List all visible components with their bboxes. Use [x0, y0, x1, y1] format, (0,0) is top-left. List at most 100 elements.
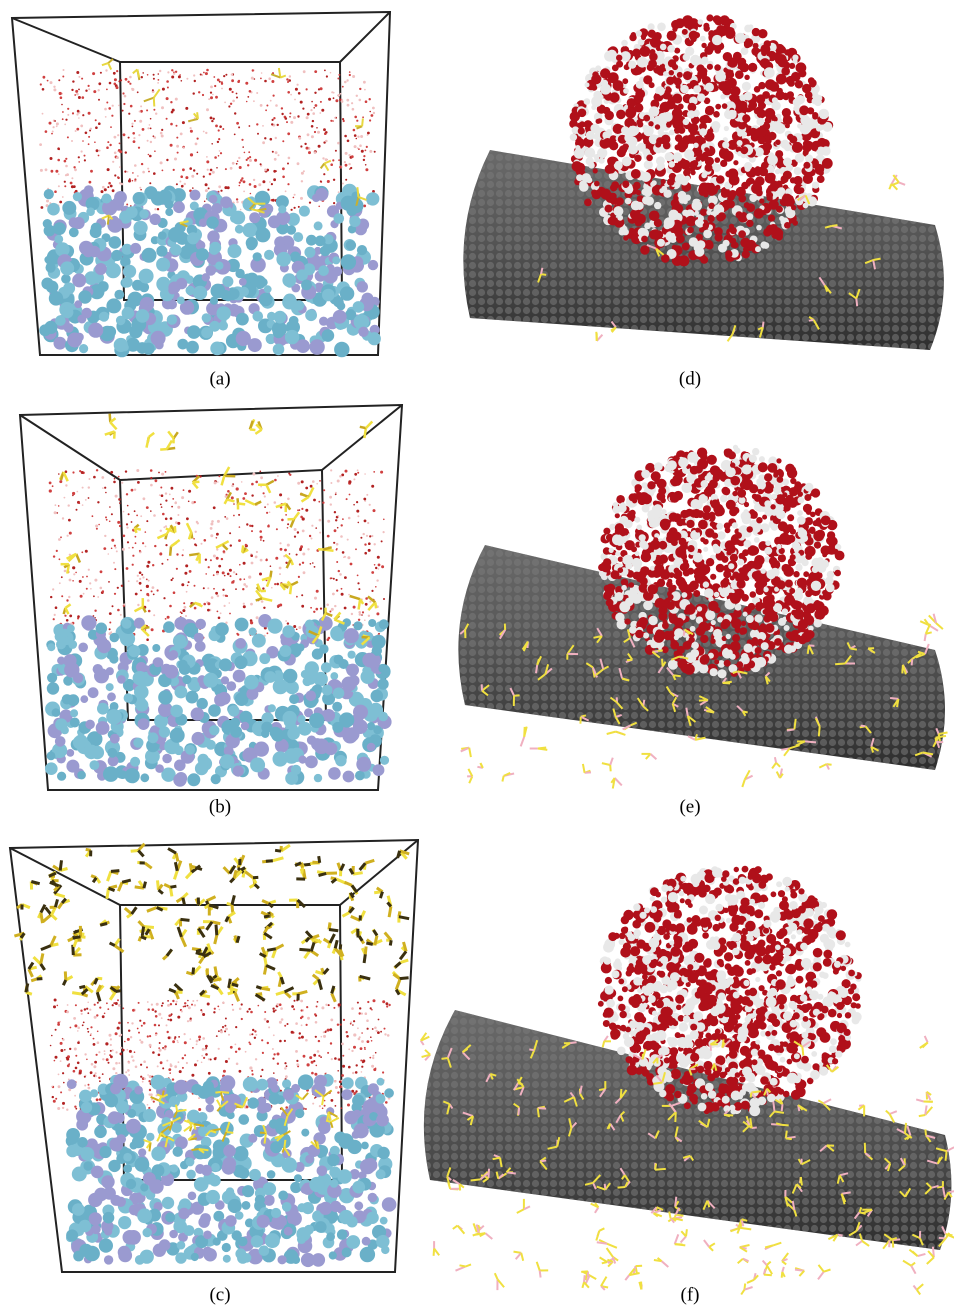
water-atom [135, 542, 137, 544]
water-atom [285, 620, 287, 622]
ionic-liquid-atom [334, 655, 344, 665]
water-atom [341, 524, 343, 526]
water-atom [134, 178, 136, 180]
ionic-liquid-atom [171, 1122, 182, 1133]
water-atom [171, 1013, 173, 1015]
water-atom [226, 517, 229, 520]
ionic-liquid-atom [110, 633, 120, 643]
water-atom [157, 208, 159, 210]
water-atom [347, 556, 350, 559]
water-atom [352, 108, 355, 111]
water-atom [817, 175, 825, 183]
water-atom [353, 1046, 356, 1049]
water-atom [243, 583, 246, 586]
water-atom [214, 1057, 217, 1060]
water-atom [167, 71, 169, 73]
water-atom [275, 170, 277, 172]
water-atom [238, 539, 241, 542]
water-atom [214, 156, 217, 159]
water-atom [323, 173, 325, 175]
ionic-liquid-atom [62, 201, 76, 215]
solvent-molecule [144, 882, 146, 889]
water-atom [50, 596, 52, 598]
water-atom [176, 568, 178, 570]
water-atom [279, 542, 281, 544]
water-atom [325, 140, 328, 143]
water-atom [327, 520, 330, 523]
water-atom [342, 1065, 345, 1068]
ionic-liquid-atom [225, 1215, 237, 1227]
water-atom [146, 506, 149, 509]
ionic-liquid-atom [182, 675, 191, 684]
water-atom [151, 590, 153, 592]
water-atom [360, 1047, 363, 1050]
ionic-liquid-atom [233, 766, 244, 777]
ionic-liquid-atom [236, 331, 251, 346]
solvent-molecule [175, 526, 176, 532]
water-atom [200, 74, 202, 76]
water-atom [338, 1003, 341, 1006]
ionic-liquid-atom [282, 1079, 291, 1088]
water-atom [770, 227, 777, 234]
water-atom [254, 185, 257, 188]
water-atom [254, 78, 256, 80]
solvent-molecule [217, 1100, 221, 1107]
ionic-liquid-atom [271, 1085, 279, 1093]
water-atom [99, 1080, 101, 1082]
water-atom [327, 638, 330, 641]
ionic-liquid-atom [162, 1197, 174, 1209]
water-atom [294, 528, 297, 531]
water-atom [298, 1064, 300, 1066]
water-atom [210, 559, 212, 561]
water-atom [205, 573, 207, 575]
water-atom [98, 1077, 100, 1079]
solvent-molecule [299, 949, 310, 950]
water-atom [96, 1098, 99, 1101]
water-atom [194, 501, 196, 503]
water-atom [333, 202, 335, 204]
water-atom [197, 522, 199, 524]
water-atom [344, 576, 347, 579]
ionic-liquid-atom [246, 240, 256, 250]
ionic-liquid-atom [44, 321, 57, 334]
water-atom [68, 519, 71, 522]
ionic-liquid-atom [143, 1109, 156, 1122]
ionic-liquid-atom [305, 309, 317, 321]
water-atom [83, 1022, 85, 1024]
water-atom [182, 609, 185, 612]
ionic-liquid-atom [303, 677, 312, 686]
water-atom [66, 1109, 68, 1111]
water-atom [138, 147, 140, 149]
ionic-liquid-atom [88, 687, 99, 698]
water-atom [297, 162, 300, 165]
water-atom [125, 1071, 127, 1073]
water-atom [315, 527, 317, 529]
water-atom [120, 614, 122, 616]
ionic-liquid-atom [294, 1174, 302, 1182]
water-atom [341, 588, 343, 590]
water-atom [311, 525, 313, 527]
solvent-molecule [29, 969, 33, 977]
ionic-liquid-atom [177, 339, 188, 350]
water-atom [126, 567, 129, 570]
ionic-liquid-atom [330, 672, 338, 680]
water-atom [203, 72, 205, 74]
water-atom [114, 593, 116, 595]
water-atom [241, 1018, 243, 1020]
ionic-liquid-atom [209, 1175, 221, 1187]
water-atom [177, 506, 180, 509]
water-atom [240, 209, 242, 211]
water-atom [264, 495, 266, 497]
water-atom [159, 1049, 162, 1052]
ionic-liquid-atom [382, 1197, 397, 1212]
water-atom [49, 482, 52, 485]
ionic-liquid-atom [187, 232, 199, 244]
water-atom [142, 576, 144, 578]
water-atom [99, 1098, 102, 1101]
water-atom [262, 125, 264, 127]
solvent-molecule [26, 992, 32, 994]
ionic-liquid-atom [107, 692, 116, 701]
ionic-liquid-atom [78, 643, 88, 653]
water-atom [330, 469, 332, 471]
water-atom [236, 93, 238, 95]
